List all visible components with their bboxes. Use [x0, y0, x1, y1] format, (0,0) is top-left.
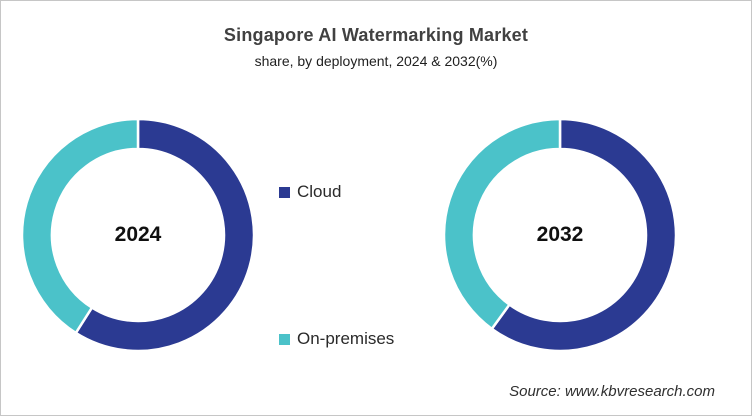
donut-slice-on-premises: [20, 117, 140, 335]
donut-2024: 2024: [18, 115, 258, 355]
chart-subtitle: share, by deployment, 2024 & 2032(%): [254, 53, 498, 69]
donut-chart-2024: [20, 117, 256, 353]
on-premises-legend-square-icon: [279, 333, 290, 345]
legend-item-cloud: Cloud: [279, 182, 341, 202]
donut-slice-cloud: [490, 117, 678, 353]
donut-chart-2032: [442, 117, 678, 353]
chart-header: Singapore AI Watermarking Market share, …: [1, 25, 751, 69]
source-attribution: Source: www.kbvresearch.com: [509, 383, 715, 400]
cloud-legend-square-icon: [279, 186, 290, 198]
legend-item-on-premises: On-premises: [279, 329, 394, 349]
legend-label-cloud: Cloud: [297, 182, 342, 201]
legend-label-on-premises: On-premises: [297, 329, 395, 348]
donut-slice-on-premises: [442, 117, 562, 331]
donut-2032: 2032: [440, 115, 680, 355]
donut-slice-cloud: [74, 117, 256, 353]
chart-title: Singapore AI Watermarking Market: [223, 25, 529, 45]
